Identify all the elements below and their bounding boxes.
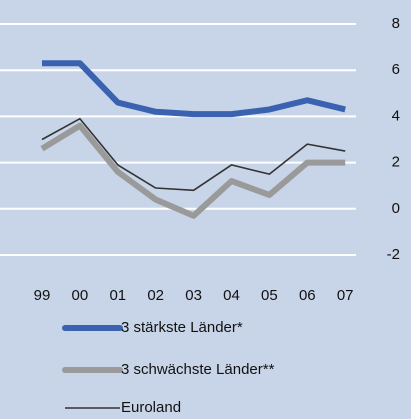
x-tick-label: 02 — [147, 287, 164, 304]
x-tick-label: 00 — [72, 287, 89, 304]
x-tick-label: 05 — [261, 287, 278, 304]
y-tick-label: 0 — [392, 200, 400, 217]
y-tick-label: -2 — [387, 246, 400, 263]
series-line — [40, 122, 346, 219]
series-line — [41, 117, 346, 192]
legend-label: Euroland — [121, 399, 181, 416]
x-tick-label: 03 — [185, 287, 202, 304]
x-tick-label: 06 — [299, 287, 316, 304]
x-tick-label: 04 — [223, 287, 240, 304]
y-tick-label: 8 — [392, 15, 400, 32]
legend-label: 3 stärkste Länder* — [121, 319, 243, 336]
y-tick-label: 6 — [392, 61, 400, 78]
x-tick-label: 01 — [109, 287, 126, 304]
y-tick-label: 2 — [392, 154, 400, 171]
legend-label: 3 schwächste Länder** — [121, 361, 275, 378]
series-line — [42, 60, 346, 118]
x-tick-label: 07 — [337, 287, 354, 304]
x-tick-label: 99 — [34, 287, 51, 304]
y-tick-label: 4 — [392, 107, 400, 124]
